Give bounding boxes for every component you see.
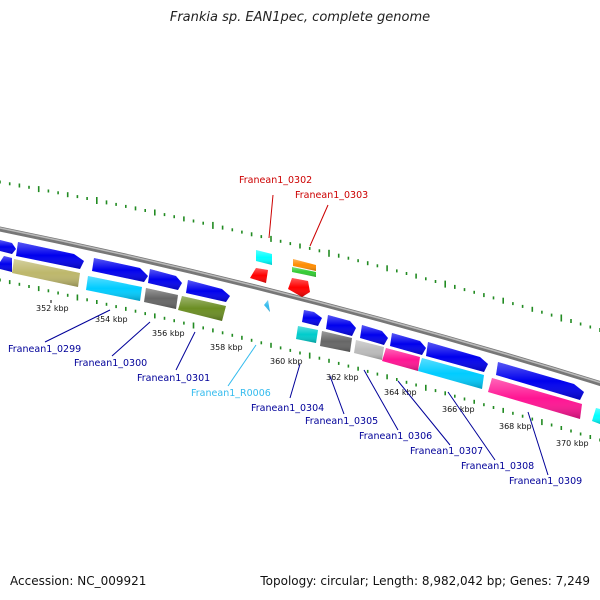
gene-shading [296,326,318,343]
label-franean1-0301[interactable]: Franean1_0301 [137,373,210,384]
gene-labels: Franean1_0299 Franean1_0300 Franean1_030… [8,175,582,487]
forward-strand-genes [0,240,584,400]
gene-shading [326,315,356,336]
gene-shading [390,333,426,355]
gene-shading [250,268,268,283]
gene-shading [16,242,84,269]
gene-shading [292,267,316,277]
gene-shading [382,348,420,371]
gene-shading [264,300,270,312]
gene-shading [148,269,182,290]
tick-360: 360 kbp [270,357,303,366]
tick-354: 354 kbp [95,315,128,324]
gene-shading [418,358,484,389]
tick-368: 368 kbp [499,422,532,431]
leader-lines [44,194,549,476]
tick-362: 362 kbp [326,373,359,382]
label-franean1-0299[interactable]: Franean1_0299 [8,344,81,355]
map-title: Frankia sp. EAN1pec, complete genome [169,10,431,25]
label-franean1-r0006[interactable]: Franean1_R0006 [191,388,271,399]
gene-shading [293,259,316,271]
gene-shading [496,362,584,400]
tick-352: 352 kbp [36,304,69,313]
gene-shading [256,250,272,265]
tick-364: 364 kbp [384,388,417,397]
label-franean1-0306[interactable]: Franean1_0306 [359,431,432,442]
backbone [0,226,600,387]
gene-shading [178,296,226,321]
gene-shading [92,258,148,282]
tick-356: 356 kbp [152,329,185,338]
label-franean1-0307[interactable]: Franean1_0307 [410,446,483,457]
position-ticks: 352 kbp 354 kbp 356 kbp 358 kbp 360 kbp … [36,300,589,448]
label-franean1-0309[interactable]: Franean1_0309 [509,476,582,487]
gene-shading [144,288,178,309]
genome-summary-text: Topology: circular; Length: 8,982,042 bp… [260,574,590,588]
label-franean1-0303[interactable]: Franean1_0303 [295,190,368,201]
gene-shading [488,378,582,419]
tick-366: 366 kbp [442,405,475,414]
gene-shading [12,259,80,287]
tick-370: 370 kbp [556,439,589,448]
gene-shading [320,331,352,352]
gc-track-outer [0,180,600,332]
gc-track-inner [0,278,600,442]
label-franean1-0305[interactable]: Franean1_0305 [305,416,378,427]
label-franean1-0308[interactable]: Franean1_0308 [461,461,534,472]
gene-shading [86,276,142,301]
accession-text: Accession: NC_009921 [10,574,147,588]
gene-shading [0,240,16,254]
gene-shading [186,280,230,302]
tick-358: 358 kbp [210,343,243,352]
gene-shading [0,256,12,272]
label-franean1-0302[interactable]: Franean1_0302 [239,175,312,186]
gene-shading [288,278,310,297]
gene-shading [354,340,384,360]
gene-shading [302,310,322,326]
gene-shading [592,408,600,424]
label-franean1-0304[interactable]: Franean1_0304 [251,403,324,414]
gene-shading [360,325,388,345]
gene-shading [426,342,488,372]
label-franean1-0300[interactable]: Franean1_0300 [74,358,147,369]
